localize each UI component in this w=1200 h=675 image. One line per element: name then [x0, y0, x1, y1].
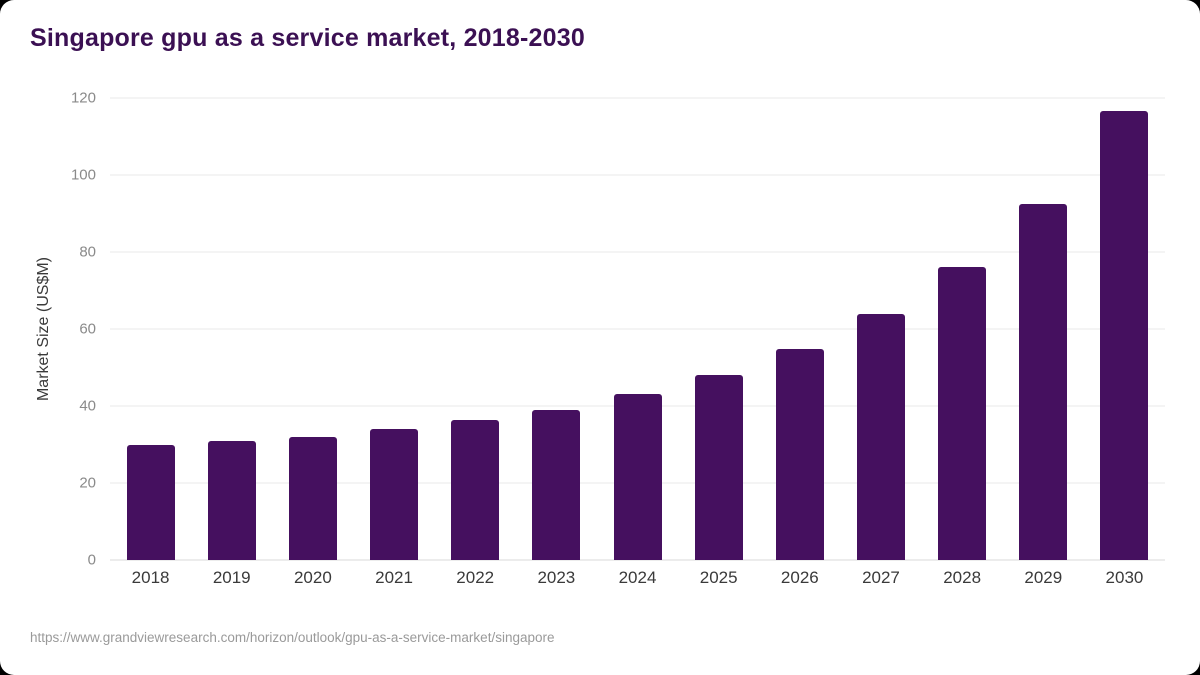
x-axis-label: 2029 [1024, 568, 1063, 587]
chart-title: Singapore gpu as a service market, 2018-… [30, 24, 585, 52]
bar-slot [353, 98, 434, 560]
bar-2027 [856, 314, 905, 560]
y-axis-tick-label: 100 [70, 166, 96, 184]
bar-slot [435, 98, 516, 560]
y-axis-tick-label: 80 [79, 243, 96, 261]
x-axis-label: 2024 [618, 568, 657, 587]
bar-2020 [288, 436, 337, 560]
y-axis-tick-label: 120 [70, 89, 96, 107]
bar-slot [1084, 98, 1165, 560]
gridline [110, 251, 1165, 253]
bar-slot [516, 98, 597, 560]
x-axis-label: 2023 [537, 568, 576, 587]
x-axis-label: 2020 [293, 568, 332, 587]
y-axis-title: Market Size (US$M) [35, 256, 52, 402]
bar-2018 [126, 444, 175, 560]
x-axis-label: 2019 [212, 568, 251, 587]
y-axis-tick-label: 20 [79, 474, 96, 492]
x-axis-labels: 2018 2019 2020 2021 2022 2023 2024 2025 2026 2027… [110, 568, 1165, 588]
bar-2028 [938, 267, 987, 560]
x-axis-label: 2021 [375, 568, 413, 587]
bar-slot [272, 98, 353, 560]
bar-2029 [1019, 203, 1068, 560]
bar-2025 [694, 375, 743, 560]
plot-area: 0 20 40 60 80 100 120 [71, 90, 1165, 569]
y-axis-tick-label: 60 [79, 320, 96, 338]
bar-slot [1003, 98, 1084, 560]
bar-2024 [613, 394, 662, 560]
bar-slot [922, 98, 1003, 560]
x-axis-label: 2018 [131, 568, 170, 587]
bar-2022 [451, 420, 500, 560]
bar-slot [759, 98, 840, 560]
x-axis-label: 2025 [699, 568, 738, 587]
gridline [110, 97, 1165, 99]
bar-slot [678, 98, 759, 560]
source-url: https://www.grandviewresearch.com/horizo… [30, 630, 555, 645]
bars [110, 98, 1165, 560]
gridline [110, 559, 1165, 561]
x-axis-label: 2028 [943, 568, 982, 587]
bar-2026 [775, 349, 824, 560]
gridline [110, 174, 1165, 176]
bar-2021 [370, 429, 419, 560]
y-axis-tick-label: 40 [79, 397, 96, 415]
x-axis-label: 2022 [456, 568, 495, 587]
bar-slot [840, 98, 921, 560]
bar-slot [110, 98, 191, 560]
bar-2023 [532, 409, 581, 560]
bar-2019 [207, 441, 256, 560]
bar-slot [597, 98, 678, 560]
x-axis-label: 2030 [1105, 568, 1144, 587]
y-axis-tick-label: 0 [87, 551, 96, 569]
bar-2030 [1100, 111, 1149, 560]
bar-slot [191, 98, 272, 560]
x-axis-label: 2027 [862, 568, 900, 587]
gridline [110, 328, 1165, 330]
x-axis-label: 2026 [780, 568, 819, 587]
